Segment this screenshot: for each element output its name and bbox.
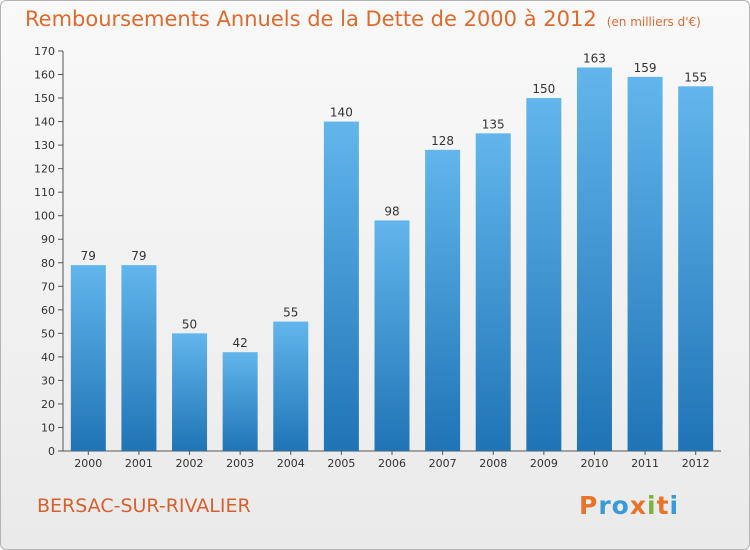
- bar: [475, 133, 511, 451]
- bar-value-label: 55: [283, 306, 298, 320]
- y-tick-label: 130: [34, 139, 55, 152]
- y-tick-label: 160: [34, 69, 55, 82]
- x-tick-label: 2010: [580, 457, 608, 470]
- y-tick-label: 30: [41, 374, 55, 387]
- x-tick-label: 2012: [682, 457, 710, 470]
- bar: [172, 333, 208, 451]
- bar: [678, 86, 714, 451]
- y-tick-label: 90: [41, 233, 55, 246]
- x-tick-label: 2001: [125, 457, 153, 470]
- bar-value-label: 79: [81, 249, 96, 263]
- logo-letter: i: [669, 491, 680, 520]
- y-tick-label: 80: [41, 257, 55, 270]
- bar-value-label: 150: [532, 82, 555, 96]
- logo-letter: t: [656, 491, 670, 520]
- bar: [121, 265, 157, 451]
- bar-value-label: 159: [634, 61, 657, 75]
- x-tick-label: 2002: [176, 457, 204, 470]
- y-tick-label: 100: [34, 210, 55, 223]
- y-tick-label: 110: [34, 186, 55, 199]
- bar-value-label: 98: [384, 204, 399, 218]
- x-tick-label: 2004: [277, 457, 305, 470]
- y-tick-label: 10: [41, 421, 55, 434]
- data-labels: 79 79 50 42 55 140 98 128 135 150 163 159 155: [81, 51, 707, 350]
- bar: [627, 76, 663, 451]
- y-tick-label: 20: [41, 398, 55, 411]
- bar: [323, 121, 359, 452]
- y-tick-label: 150: [34, 92, 55, 105]
- bars: [70, 67, 714, 452]
- chart-unit: (en milliers d'€): [606, 15, 701, 29]
- y-tick-label: 170: [34, 45, 55, 58]
- bar-value-label: 155: [684, 70, 707, 84]
- bar-value-label: 42: [233, 336, 248, 350]
- logo-letter: P: [579, 491, 599, 520]
- bar-value-label: 128: [431, 134, 454, 148]
- bar: [526, 98, 562, 451]
- bar-value-label: 140: [330, 106, 353, 120]
- logo-letter: i: [647, 491, 657, 520]
- y-tick-label: 40: [41, 351, 55, 364]
- x-tick-label: 2007: [429, 457, 457, 470]
- logo-letter: x: [629, 491, 647, 520]
- y-tick-label: 60: [41, 304, 55, 317]
- bar-value-label: 163: [583, 51, 606, 65]
- x-tick-label: 2006: [378, 457, 406, 470]
- commune-name: BERSAC-SUR-RIVALIER: [37, 495, 251, 517]
- bar: [273, 321, 309, 451]
- x-tick-label: 2000: [74, 457, 102, 470]
- bar: [70, 265, 106, 451]
- bar: [425, 149, 461, 451]
- bar-value-label: 135: [482, 117, 505, 131]
- y-tick-label: 70: [41, 280, 55, 293]
- y-tick-label: 120: [34, 163, 55, 176]
- x-tick-label: 2003: [226, 457, 254, 470]
- axes: 0 10 20 30 40 50 60 70 80 90 100 110 120 130 140 150 160…: [34, 45, 721, 470]
- bar: [374, 220, 410, 451]
- x-tick-label: 2009: [530, 457, 558, 470]
- x-tick-label: 2005: [327, 457, 355, 470]
- y-tick-label: 140: [34, 116, 55, 129]
- chart-title: Remboursements Annuels de la Dette de 20…: [25, 7, 701, 31]
- bar-value-label: 79: [131, 249, 146, 263]
- bar: [576, 67, 612, 452]
- x-tick-label: 2011: [631, 457, 659, 470]
- logo-letter: r: [598, 491, 612, 520]
- bar: [222, 352, 258, 451]
- logo-letter: o: [611, 491, 630, 520]
- chart-title-text: Remboursements Annuels de la Dette de 20…: [25, 7, 597, 31]
- y-tick-label: 50: [41, 327, 55, 340]
- x-tick-label: 2008: [479, 457, 507, 470]
- y-tick-label: 0: [48, 445, 55, 458]
- proxiti-logo: Proxiti: [579, 491, 679, 520]
- bar-value-label: 50: [182, 317, 197, 331]
